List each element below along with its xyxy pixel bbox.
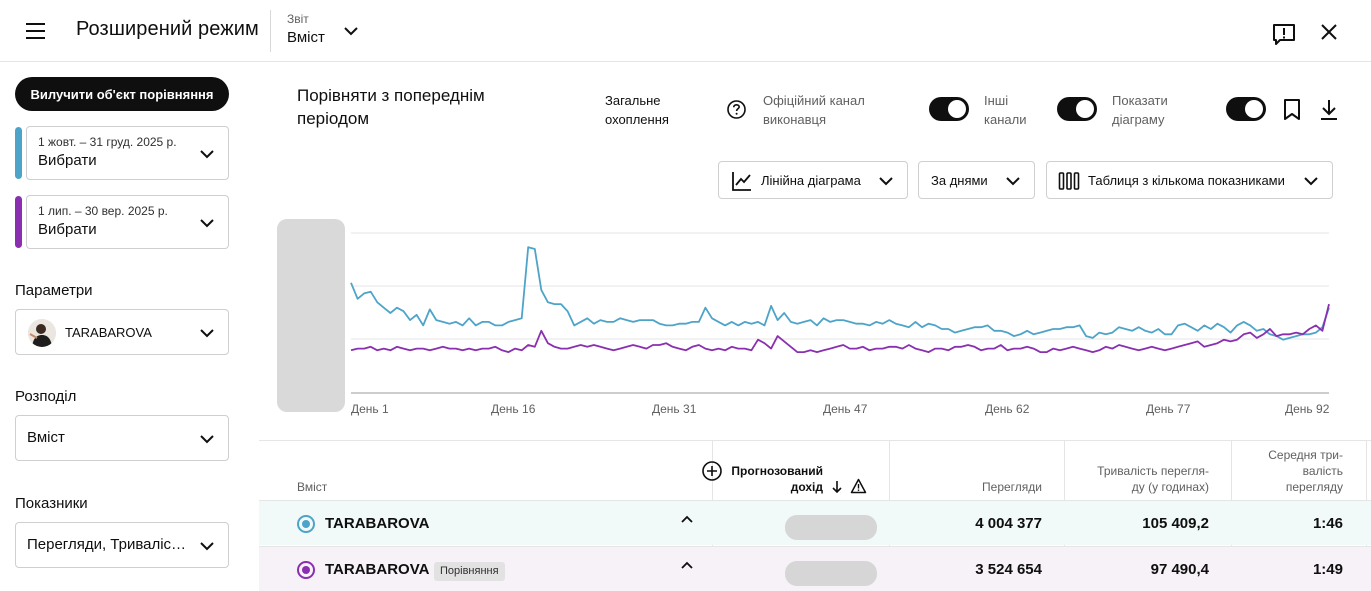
help-icon[interactable]	[726, 99, 747, 120]
granularity-dropdown[interactable]: За днями	[918, 161, 1035, 199]
chevron-down-icon	[200, 150, 214, 159]
channel-selector[interactable]: TARABAROVA	[15, 309, 229, 355]
views-value: 4 004 377	[975, 515, 1042, 532]
official-channel-toggle[interactable]	[929, 97, 969, 121]
period2-value: Вибрати	[38, 221, 97, 238]
channel-name: TARABAROVA	[65, 325, 152, 340]
col-header-revenue[interactable]: Прогнозований дохід	[731, 464, 823, 494]
chevron-down-icon	[200, 219, 214, 228]
show-chart-toggle[interactable]	[1226, 97, 1266, 121]
sort-down-icon[interactable]	[830, 479, 844, 495]
report-label: Звіт	[287, 12, 309, 26]
period2-range: 1 лип. – 30 вер. 2025 р.	[38, 204, 168, 218]
line-chart-icon	[732, 172, 751, 191]
metrics-value: Перегляди, Триваліс…	[27, 536, 187, 553]
columns-icon	[1058, 172, 1080, 190]
watchtime-value: 97 490,4	[1150, 561, 1209, 578]
col-header-views[interactable]: Перегляди	[982, 480, 1042, 494]
metrics-selector[interactable]: Перегляди, Триваліс…	[15, 522, 229, 568]
split-value: Вміст	[27, 429, 65, 446]
avatar	[28, 319, 56, 347]
chevron-down-icon	[200, 542, 214, 551]
top-bar: Розширений режим Звіт Вміст	[0, 0, 1371, 62]
revenue-hidden	[785, 561, 877, 586]
close-icon[interactable]	[1318, 21, 1340, 43]
row-radio[interactable]	[297, 515, 315, 533]
chevron-up-icon[interactable]	[679, 511, 695, 527]
period1-color-bar	[15, 127, 22, 179]
granularity-value: За днями	[931, 173, 988, 188]
chevron-down-icon	[1006, 177, 1020, 186]
x-tick-label: День 62	[985, 402, 1030, 416]
remove-comparison-button[interactable]: Вилучити об'єкт порівняння	[15, 77, 229, 111]
split-selector[interactable]: Вміст	[15, 415, 229, 461]
period2-color-bar	[15, 196, 22, 248]
chart-type-value: Лінійна діаграма	[761, 173, 861, 188]
line-chart	[350, 232, 1330, 394]
period1-range: 1 жовт. – 31 груд. 2025 р.	[38, 135, 177, 149]
params-label: Параметри	[15, 282, 93, 299]
chevron-down-icon	[1304, 177, 1318, 186]
x-tick-label: День 92	[1285, 402, 1330, 416]
header-divider	[270, 10, 271, 52]
chart-type-dropdown[interactable]: Лінійна діаграма	[718, 161, 908, 199]
table-type-value: Таблиця з кількома показниками	[1088, 173, 1285, 188]
table-row[interactable]: TARABAROVA Порівняння 3 524 654 97 490,4…	[259, 546, 1371, 591]
x-tick-label: День 31	[652, 402, 697, 416]
other-channels-label: Інші канали	[984, 93, 1027, 127]
chevron-up-icon[interactable]	[679, 557, 695, 573]
table-row[interactable]: TARABAROVA 4 004 377 105 409,2 1:46	[259, 500, 1371, 545]
x-tick-label: День 1	[351, 402, 389, 416]
metrics-label: Показники	[15, 495, 88, 512]
split-label: Розподіл	[15, 388, 77, 405]
chevron-down-icon[interactable]	[340, 21, 362, 41]
page-title: Розширений режим	[76, 18, 259, 40]
row-radio[interactable]	[297, 561, 315, 579]
period1-value: Вибрати	[38, 152, 97, 169]
x-tick-label: День 47	[823, 402, 868, 416]
col-header-avg-duration[interactable]: Середня три- валість перегляду	[1268, 448, 1343, 494]
comparison-badge: Порівняння	[434, 562, 505, 581]
download-icon[interactable]	[1318, 98, 1340, 122]
chevron-down-icon	[879, 177, 893, 186]
row-name: TARABAROVA	[325, 561, 430, 578]
row-name: TARABAROVA	[325, 515, 430, 532]
series-line-2	[350, 303, 1330, 354]
compare-title: Порівняти з попереднім періодом	[297, 86, 485, 128]
period2-selector[interactable]: 1 лип. – 30 вер. 2025 р. Вибрати	[26, 195, 229, 249]
col-header-watchtime[interactable]: Тривалість перегля- ду (у годинах)	[1097, 464, 1209, 494]
col-header-content: Вміст	[297, 480, 328, 494]
avg-duration-value: 1:46	[1312, 515, 1343, 532]
add-column-icon[interactable]	[701, 460, 723, 482]
menu-icon[interactable]	[22, 18, 50, 44]
x-tick-label: День 16	[491, 402, 536, 416]
other-channels-toggle[interactable]	[1057, 97, 1097, 121]
report-selector[interactable]: Вміст	[287, 29, 325, 46]
x-tick-label: День 77	[1146, 402, 1191, 416]
chart-axis-placeholder	[277, 219, 345, 412]
table-type-dropdown[interactable]: Таблиця з кількома показниками	[1046, 161, 1333, 199]
chevron-down-icon	[200, 329, 214, 338]
revenue-hidden	[785, 515, 877, 540]
show-chart-label: Показати діаграму	[1112, 93, 1168, 127]
feedback-icon[interactable]	[1270, 20, 1298, 48]
total-reach-label: Загальне охоплення	[605, 93, 669, 127]
series-line-1	[350, 246, 1330, 341]
chevron-down-icon	[200, 435, 214, 444]
avg-duration-value: 1:49	[1312, 561, 1343, 578]
watchtime-value: 105 409,2	[1142, 515, 1209, 532]
bookmark-icon[interactable]	[1281, 98, 1303, 122]
warning-icon[interactable]	[850, 478, 867, 494]
views-value: 3 524 654	[975, 561, 1042, 578]
official-channel-label: Офіційний канал виконавця	[763, 93, 865, 127]
period1-selector[interactable]: 1 жовт. – 31 груд. 2025 р. Вибрати	[26, 126, 229, 180]
table-top-border	[259, 440, 1371, 441]
